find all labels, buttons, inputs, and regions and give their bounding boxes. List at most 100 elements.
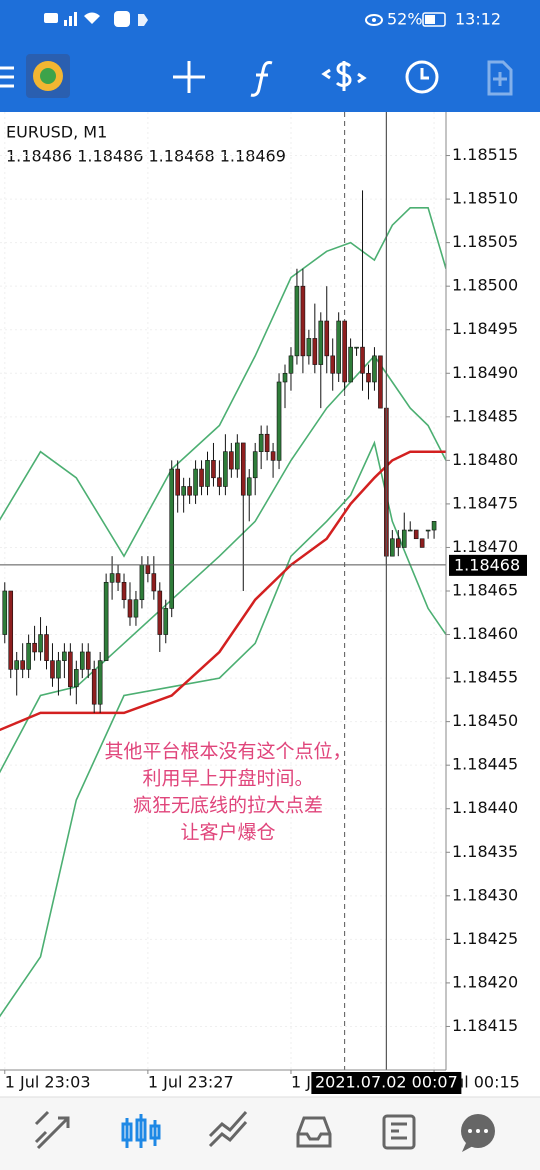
y-tick-label: 1.18420: [452, 972, 518, 991]
candle-body: [240, 442, 246, 496]
candle-body: [205, 460, 210, 487]
candle-body: [336, 320, 341, 374]
candle-body: [211, 460, 216, 479]
indicator-line: [0, 440, 446, 1018]
price-label: 1.18468: [454, 555, 520, 574]
candle-body: [306, 338, 312, 357]
candle-body: [38, 634, 43, 653]
status-icons: [44, 11, 446, 27]
price-label-box: [449, 554, 527, 576]
candle-body: [56, 660, 61, 679]
trade-tool[interactable]: [321, 61, 367, 91]
indicators-tool[interactable]: [250, 61, 273, 97]
news-tab[interactable]: [382, 1114, 416, 1150]
y-tick-label: 1.18465: [452, 581, 518, 600]
y-tick-label: 1.18445: [452, 755, 518, 774]
y-tick-label: 1.18505: [452, 232, 518, 251]
candle-body: [270, 451, 276, 461]
x-tick-label: 1 Jul 23:03: [5, 1073, 91, 1092]
candle-body: [193, 468, 198, 496]
crosshair-tool[interactable]: [173, 61, 205, 93]
y-tick-label: 1.18460: [452, 624, 518, 643]
candle-body: [294, 285, 300, 357]
candle-body: [79, 651, 85, 670]
time-label: 2021.07.02 00:07: [315, 1073, 458, 1092]
candle-body: [223, 451, 228, 487]
quotes-tab[interactable]: [34, 1110, 70, 1150]
candle-body: [276, 381, 282, 461]
symbol: EURUSD, M1: [6, 123, 107, 142]
candle-body: [372, 355, 377, 383]
candle-body: [324, 320, 330, 357]
messages-tab[interactable]: [461, 1114, 495, 1152]
trade-tab[interactable]: [208, 1111, 248, 1148]
y-tick-label: 1.18450: [452, 711, 518, 730]
time-label-box: [311, 1072, 462, 1094]
y-tick-label: 1.18475: [452, 493, 518, 512]
candle-body: [419, 538, 425, 548]
annotation: 利用早上开盘时间。: [142, 768, 313, 790]
candle-body: [20, 660, 25, 670]
candle-body: [50, 660, 55, 679]
candle-body: [2, 590, 8, 635]
annotation: 让客户爆仓: [180, 822, 275, 844]
candle-body: [14, 660, 19, 670]
candle-body: [133, 599, 139, 618]
candle-body: [109, 573, 115, 583]
annotation: 疯狂无底线的拉大点差: [133, 795, 323, 817]
candle-body: [157, 590, 163, 635]
chart-tab[interactable]: [121, 1114, 161, 1148]
candle-body: [44, 634, 49, 661]
chart: EURUSD, M1 1.18486 1.18486 1.18468 1.184…: [0, 112, 527, 1094]
candle-body: [300, 285, 306, 357]
app-logo[interactable]: [26, 54, 70, 98]
annotation: 其他平台根本没有这个点位，: [104, 741, 351, 763]
candle-body: [187, 486, 192, 496]
battery-level: 52%: [387, 10, 423, 29]
bottom-nav: [0, 1097, 540, 1170]
history-tab[interactable]: [296, 1116, 332, 1148]
candle-body: [74, 669, 79, 688]
clock: 13:12: [455, 10, 501, 29]
candle-body: [115, 573, 121, 583]
candle-body: [264, 433, 270, 452]
candle-body: [348, 346, 353, 383]
y-tick-label: 1.18425: [452, 929, 518, 948]
candle-body: [175, 468, 180, 496]
candle-body: [252, 451, 258, 479]
candle-body: [246, 477, 252, 496]
candle-body: [229, 451, 234, 470]
history-tool[interactable]: [405, 60, 439, 94]
y-tick-label: 1.18455: [452, 668, 518, 687]
y-tick-label: 1.18415: [452, 1016, 518, 1035]
y-tick-label: 1.18485: [452, 406, 518, 425]
y-tick-label: 1.18510: [452, 189, 518, 208]
candle-body: [199, 468, 204, 487]
candle-body: [85, 651, 91, 670]
candle-body: [68, 651, 73, 688]
candle-body: [97, 660, 103, 705]
x-tick-label: 1 Jul 23:27: [148, 1073, 234, 1092]
y-tick-label: 1.18495: [452, 319, 518, 338]
candle-body: [395, 538, 401, 548]
candle-body: [258, 433, 264, 452]
candle-body: [169, 468, 175, 609]
candle-body: [103, 581, 109, 661]
y-tick-label: 1.18490: [452, 363, 518, 382]
candle-body: [342, 320, 347, 383]
candle-body: [288, 355, 294, 374]
menu-button[interactable]: [0, 66, 14, 88]
new-order[interactable]: [487, 60, 513, 96]
candle-body: [127, 599, 133, 618]
candle-body: [401, 529, 407, 548]
candle-body: [145, 564, 151, 574]
y-tick-label: 1.18480: [452, 450, 518, 469]
candle-body: [413, 529, 419, 540]
candle-body: [151, 573, 157, 592]
candle-body: [360, 346, 365, 374]
y-tick-label: 1.18435: [452, 842, 518, 861]
candle-body: [407, 529, 413, 532]
candle-body: [378, 355, 383, 409]
y-tick-label: 1.18500: [452, 276, 518, 295]
